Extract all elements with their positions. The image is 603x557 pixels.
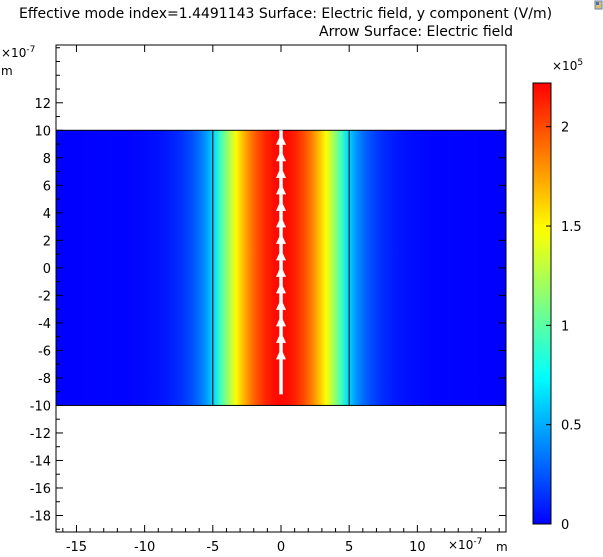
arrow-head-5 <box>276 265 286 277</box>
arrow-head-6 <box>276 249 286 261</box>
x-tick-label: -15 <box>66 540 87 555</box>
y-tick-label: 4 <box>43 207 51 222</box>
arrow-head-4 <box>276 282 286 294</box>
x-tick-label: 5 <box>345 540 353 555</box>
colorbar-tick-label: 1.5 <box>561 220 582 235</box>
y-tick-label: -2 <box>38 289 51 304</box>
arrow-head-8 <box>276 216 286 228</box>
x-tick-label: -5 <box>206 540 219 555</box>
title-line-1: Effective mode index=1.4491143 Surface: … <box>19 6 553 22</box>
y-tick-label: 12 <box>34 97 51 112</box>
colorbar-bar <box>532 82 552 525</box>
title-line-2: Arrow Surface: Electric field <box>319 24 514 40</box>
arrow-head-12 <box>276 150 286 162</box>
x-tick-label: 10 <box>409 540 426 555</box>
y-tick-label: -14 <box>30 454 51 469</box>
arrow-head-13 <box>276 133 286 145</box>
y-tick-label: 2 <box>43 234 51 249</box>
y-tick-label: 6 <box>43 179 51 194</box>
y-tick-label: -6 <box>38 344 51 359</box>
x-tick-label: -10 <box>134 540 155 555</box>
toolbar-pin-icon[interactable] <box>594 0 603 10</box>
x-axis-unit: m <box>496 540 508 554</box>
y-tick-label: -8 <box>38 372 51 387</box>
colorbar-tick-label: 0.5 <box>561 419 582 434</box>
arrow-head-9 <box>276 199 286 211</box>
colorbar-exponent: ×105 <box>552 58 584 73</box>
colorbar-tick-label: 2 <box>561 121 569 136</box>
plot-area: -15 -10 -5 0 5 10 12 10 8 6 4 2 0 -2 -4 -6 -8 -10 -12 -14 -1… <box>30 44 507 555</box>
y-axis-unit: m <box>1 64 13 78</box>
arrow-head-2 <box>276 315 286 327</box>
x-axis-exponent: ×10-7 <box>448 537 483 552</box>
arrow-head-0 <box>276 348 286 360</box>
arrow-head-1 <box>276 331 286 343</box>
y-tick-label: 0 <box>43 262 51 277</box>
colorbar-tick-label: 0 <box>561 518 569 533</box>
arrow-head-3 <box>276 298 286 310</box>
x-tick-label: 0 <box>277 540 285 555</box>
y-tick-label: 8 <box>43 152 51 167</box>
y-tick-label: -10 <box>30 399 51 414</box>
y-tick-label: -4 <box>38 317 51 332</box>
y-tick-label: -18 <box>30 509 51 524</box>
y-axis-exponent: ×10-7 <box>1 45 36 60</box>
arrow-head-7 <box>276 232 286 244</box>
arrow-head-10 <box>276 183 286 195</box>
arrow-head-11 <box>276 166 286 178</box>
colorbar-tick-label: 1 <box>561 319 569 334</box>
colorbar: 0 0.5 1 1.5 2 <box>532 82 582 533</box>
y-tick-label: -12 <box>30 427 51 442</box>
y-tick-label: 10 <box>34 124 51 139</box>
y-tick-label: -16 <box>30 482 51 497</box>
